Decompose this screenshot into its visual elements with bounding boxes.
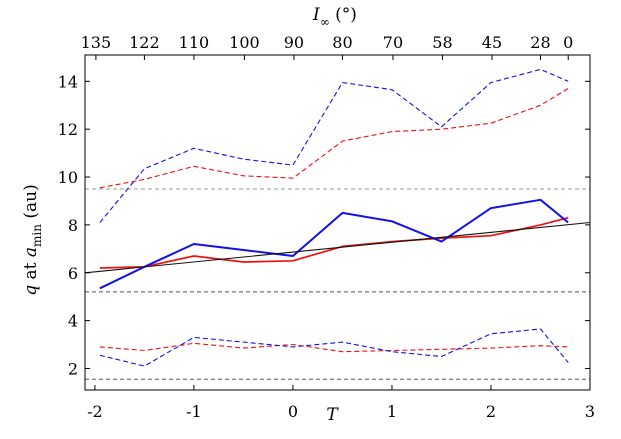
plot-frame	[84, 54, 591, 391]
top-tick-label-1: 122	[129, 33, 160, 52]
top-tick-label-6: 70	[383, 33, 403, 52]
y-tick-label-0: 2	[68, 359, 78, 378]
series-line-5	[99, 342, 569, 353]
top-axis-title-symbol: I	[312, 5, 320, 25]
y-axis-title-q: q	[21, 285, 41, 296]
y-axis-title: q at amin (au)	[21, 184, 44, 296]
y-axis-title-unit: (au)	[21, 184, 41, 224]
x-tick-label-3: 1	[387, 402, 397, 421]
top-tick-label-7: 58	[432, 33, 452, 52]
series-line-2	[84, 221, 591, 274]
y-axis-title-subscript: min	[30, 224, 44, 247]
x-tick-label-1: -1	[186, 402, 202, 421]
top-axis-title-subscript: ∞	[320, 15, 330, 29]
top-tick-label-0: 135	[81, 33, 112, 52]
series-line-4	[99, 68, 569, 223]
x-tick-label-5: 3	[585, 402, 595, 421]
top-tick-label-4: 90	[284, 33, 304, 52]
series-layer	[84, 68, 591, 367]
series-line-1	[99, 198, 569, 290]
top-axis-title: I∞ (°)	[312, 5, 357, 29]
top-axis-title-unit: (°)	[330, 5, 357, 25]
x-axis-title: T	[326, 405, 339, 425]
reference-lines	[85, 188, 590, 380]
y-tick-label-5: 12	[58, 120, 78, 139]
y-tick-label-1: 4	[68, 312, 78, 331]
top-tick-label-9: 28	[530, 33, 550, 52]
x-tick-label-2: 0	[288, 402, 298, 421]
x-tick-label-0: -2	[87, 402, 103, 421]
top-tick-label-3: 100	[229, 33, 260, 52]
top-tick-label-10: 0	[563, 33, 573, 52]
series-line-3	[99, 88, 569, 189]
series-line-6	[99, 328, 569, 367]
top-tick-label-5: 80	[332, 33, 352, 52]
y-tick-label-4: 10	[58, 168, 78, 187]
top-tick-label-2: 110	[179, 33, 210, 52]
x-tick-label-4: 2	[486, 402, 496, 421]
series-line-0	[99, 216, 569, 269]
top-tick-label-8: 45	[482, 33, 502, 52]
y-tick-label-2: 6	[68, 264, 78, 283]
y-tick-label-6: 14	[58, 72, 78, 91]
y-axis-title-a: a	[21, 247, 41, 257]
y-axis-title-at: at	[21, 257, 41, 285]
y-tick-label-3: 8	[68, 216, 78, 235]
